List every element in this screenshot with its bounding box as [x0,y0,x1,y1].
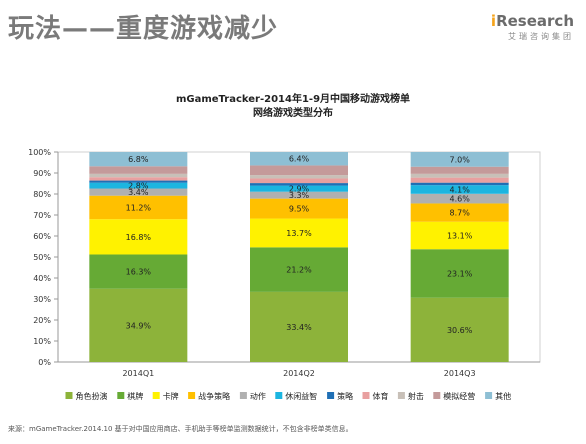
bar-segment [89,195,188,220]
page-title: 玩法——重度游戏减少 [8,14,279,44]
data-label: 6.4% [289,155,310,164]
logo-subtitle: 艾瑞咨询集团 [508,32,574,41]
legend-label: 模拟经营 [443,391,475,401]
legend-label: 动作 [250,391,266,401]
y-tick-label: 30% [33,295,51,304]
legend-swatch [152,392,160,399]
legend-swatch [485,392,493,399]
bar-segment [250,291,348,362]
legend-swatch [433,392,441,399]
bar-segment [410,185,509,194]
legend-label: 策略 [337,391,353,401]
bar-segment [89,182,188,189]
data-label: 3.4% [128,188,149,197]
logo-prefix: i [490,12,497,30]
bar-segment [250,191,348,199]
source-note: 来源：mGameTracker.2014.10 基于对中国应用商店、手机助手等榜… [8,425,353,433]
bar-segment [89,180,188,183]
data-label: 30.6% [447,326,473,335]
data-label: 8.7% [450,209,471,218]
y-tick-label: 0% [38,358,51,367]
data-label: 13.7% [286,229,312,238]
bar-segment [410,221,509,250]
data-label: 23.1% [447,269,473,278]
data-label: 34.9% [126,321,152,330]
legend-label: 体育 [373,391,389,401]
y-tick-label: 20% [33,316,51,325]
data-label: 33.4% [286,323,312,332]
chart-title: mGameTracker-2014年1-9月中国移动游戏榜单 [176,92,410,105]
bar-segment [89,152,188,167]
legend-label: 休闲益智 [285,391,317,401]
legend-swatch [327,392,335,399]
y-tick-label: 100% [28,148,51,157]
legend-label: 棋牌 [127,391,143,401]
bar-segment [250,165,348,176]
bar-segment [89,254,188,289]
x-tick-label: 2014Q1 [122,369,154,378]
bar-segment [89,173,188,178]
bar-segment [250,185,348,192]
data-label: 3.3% [289,191,310,200]
chart-subtitle: 网络游戏类型分布 [253,106,333,119]
y-tick-label: 70% [33,211,51,220]
x-tick-label: 2014Q2 [283,369,315,378]
iresearch-logo: iResearch 艾瑞咨询集团 [491,12,574,42]
bar-segment [410,203,509,222]
bar-segment [250,247,348,292]
bar-segment [250,183,348,186]
x-tick-label: 2014Q3 [444,369,476,378]
legend-swatch [275,392,283,399]
bar-segment [89,288,188,362]
data-label: 4.1% [450,185,471,194]
bar-segment [250,175,348,179]
bar-segment [250,218,348,248]
logo-text: Research [496,12,574,30]
legend-swatch [188,392,196,399]
bar-segment [410,193,509,204]
legend-swatch [239,392,247,399]
bar-segment [250,198,348,219]
bar-segment [250,178,348,184]
legend-label: 射击 [408,391,424,401]
legend-swatch [65,392,73,399]
legend-label: 卡牌 [163,391,179,401]
bar-segment [410,173,509,178]
y-tick-label: 60% [33,232,51,241]
data-label: 16.3% [126,268,152,277]
data-label: 4.6% [450,195,471,204]
data-label: 6.8% [128,155,149,164]
bar-segment [410,182,509,186]
bar-segment [410,177,509,183]
data-label: 2.8% [128,182,149,191]
legend-label: 战争策略 [198,391,230,401]
data-label: 11.2% [126,203,152,212]
data-label: 21.2% [286,266,312,275]
y-tick-label: 90% [33,169,51,178]
bar-segment [89,177,188,181]
legend-label: 其他 [495,391,511,401]
bar-segment [410,249,509,298]
legend-swatch [362,392,370,399]
bar-segment [410,297,509,362]
bar-segment [410,152,509,167]
data-label: 2.9% [289,185,310,194]
data-label: 16.8% [126,233,152,242]
bar-segment [89,188,188,196]
bar-segment [89,166,188,174]
y-tick-label: 50% [33,253,51,262]
y-tick-label: 40% [33,274,51,283]
legend-swatch [397,392,405,399]
y-tick-label: 80% [33,190,51,199]
bar-segment [89,219,188,255]
legend-label: 角色扮演 [76,391,108,401]
bar-segment [250,152,348,166]
y-tick-label: 10% [33,337,51,346]
data-label: 9.5% [289,205,310,214]
bar-segment [410,166,509,174]
legend-swatch [117,392,125,399]
data-label: 7.0% [450,155,471,164]
data-label: 13.1% [447,231,473,240]
